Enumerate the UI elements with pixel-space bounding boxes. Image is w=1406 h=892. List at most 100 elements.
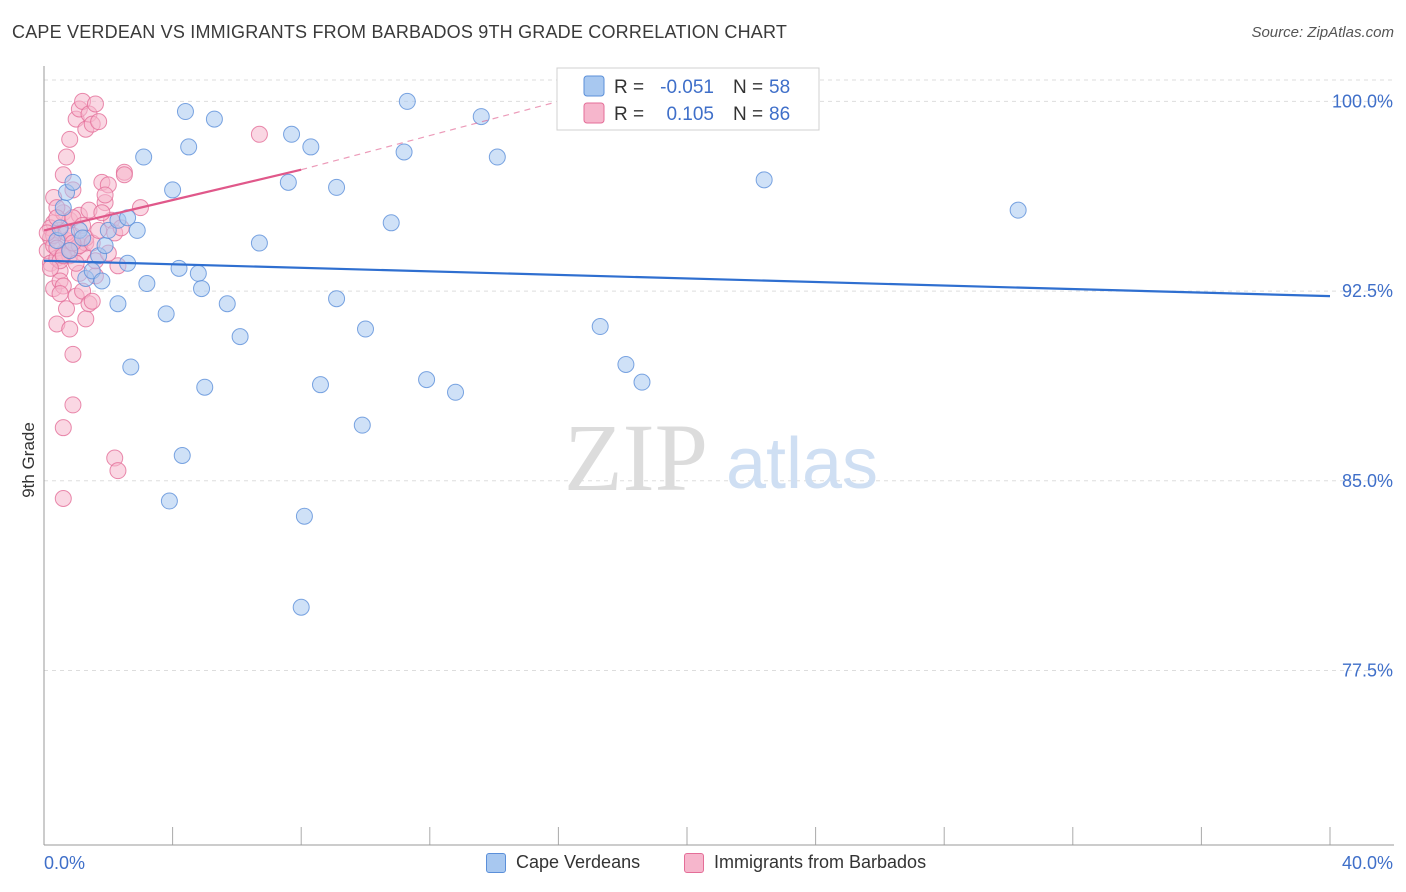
cape-verdean-point [357,320,374,338]
watermark-zip: ZIP [564,404,708,511]
barbados-point [61,320,79,338]
barbados-point [90,113,108,131]
cape-verdean-point [418,371,436,389]
barbados-point [83,292,101,310]
cape-verdean-point [64,173,82,191]
cape-verdean-point [205,110,223,128]
cape-verdean-point [472,108,490,126]
cape-verdean-point [755,171,773,189]
cape-verdean-point [231,328,249,346]
cape-verdean-point [189,264,207,282]
cape-verdeans-swatch [486,852,506,873]
cape-verdean-trendline [43,259,1331,298]
source-label: Source: ZipAtlas.com [1251,24,1394,41]
barbados-point [51,285,69,303]
cape-verdean-point [93,272,111,290]
barbados-point [54,489,72,507]
barbados-point [41,259,59,277]
barbados-point [54,419,72,437]
legend-pink-n-value: 86 [769,104,790,125]
cape-verdean-point [138,275,156,293]
y-tick-label: 92.5% [1342,281,1393,301]
cape-verdean-point [122,358,140,376]
cape-verdean-point [447,383,465,401]
watermark: ZIP atlas [564,404,878,511]
barbados-point [77,310,95,328]
chart-title: CAPE VERDEAN VS IMMIGRANTS FROM BARBADOS… [12,22,788,42]
cape-verdean-point [591,318,609,336]
barbados-point [96,186,114,204]
cape-verdean-point [311,376,329,394]
legend-pink-r-value: 0.105 [666,104,714,125]
barbados-point [250,125,268,143]
legend-blue-n-label: N = [733,77,763,98]
cape-verdean-point [128,221,146,239]
y-tick-label: 85.0% [1342,471,1393,491]
trend-layer [43,100,1331,298]
cape-verdean-point [193,280,211,298]
x-tick-label: 0.0% [44,853,85,873]
legend-item-barbados: Immigrants from Barbados [684,852,926,873]
points-layer [38,92,1027,616]
barbados-point [86,95,104,113]
cape-verdean-point [295,507,313,525]
cape-verdean-point [196,378,214,396]
cape-verdean-point [382,214,400,232]
cape-verdean-point [164,181,182,199]
watermark-atlas: atlas [726,424,878,504]
cape-verdean-point [1009,201,1027,219]
cape-verdean-point [328,178,346,196]
axis-layer [43,66,1394,846]
cape-verdean-point [633,373,651,391]
cape-verdean-point [488,148,506,166]
cape-verdean-point [96,237,114,255]
barbados-point [64,396,82,414]
cape-verdean-point [398,92,416,110]
cape-verdean-point [617,355,635,373]
cape-verdean-point [279,173,297,191]
legend-pink-r-label: R = [614,104,644,125]
barbados-point [109,462,127,480]
cape-verdean-point [135,148,153,166]
cape-verdean-point [170,259,188,277]
cape-verdean-point [160,492,178,510]
barbados-trendline-extension [301,100,559,171]
cape-verdean-point [173,447,191,464]
legend-pink-n-label: N = [733,104,763,125]
legend-blue-r-label: R = [614,77,644,98]
barbados-point [61,130,79,148]
barbados-point [64,345,82,363]
cape-verdean-point [74,229,92,247]
cape-verdean-point [353,416,371,434]
cape-verdean-point [302,138,320,156]
cape-verdean-point [292,598,310,616]
barbados-point [58,148,76,166]
cape-verdean-point [328,290,346,308]
barbados-point [58,300,76,318]
cape-verdean-point [157,305,175,323]
grid-layer [44,79,1394,845]
cape-verdean-point [218,295,236,313]
x-tick-label: 40.0% [1342,853,1393,873]
cape-verdean-point [176,103,194,121]
legend-blue-swatch [583,75,605,97]
legend-blue-r-value: -0.051 [660,77,714,98]
y-tick-label: 77.5% [1342,660,1393,680]
barbados-trendline [43,168,302,232]
cape-verdeans-label: Cape Verdeans [516,852,641,872]
cape-verdean-point [109,295,127,313]
legend-item-cape-verdeans: Cape Verdeans [486,852,640,873]
cape-verdean-point [250,234,268,252]
legend-blue-n-value: 58 [769,77,790,98]
cape-verdean-point [180,138,198,156]
legend-pink-swatch [583,102,605,124]
tick-labels: 77.5% 85.0% 92.5% 100.0% 0.0% 40.0% [44,91,1393,873]
barbados-label: Immigrants from Barbados [714,852,927,872]
cape-verdean-point [54,199,72,217]
barbados-swatch [684,852,704,873]
cape-verdean-point [283,125,301,143]
y-tick-label: 100.0% [1332,91,1393,111]
y-axis-label: 9th Grade [19,422,38,498]
stats-legend: R = -0.051 N = 58 R = 0.105 N = 86 [556,67,820,131]
series-legend: Cape Verdeans Immigrants from Barbados [0,852,1406,878]
